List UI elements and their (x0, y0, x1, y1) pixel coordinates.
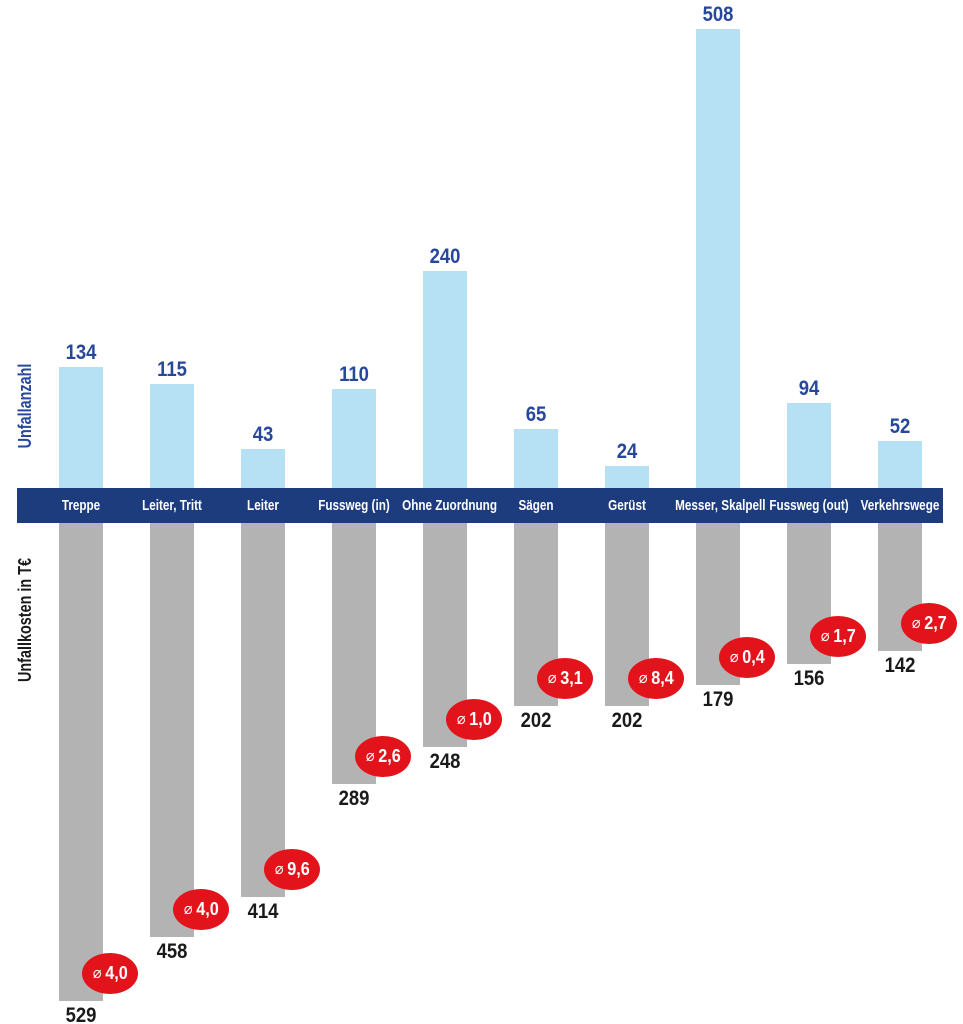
cost-value: 289 (338, 787, 370, 810)
cost-value: 202 (520, 709, 552, 732)
avg-badge: ⌀ 0,4 (719, 636, 775, 678)
avg-badge-content: ⌀ 2,6 (366, 746, 401, 767)
avg-badge: ⌀ 4,0 (82, 952, 138, 994)
category-label: Fussweg (in) (318, 497, 390, 514)
cost-value: 142 (884, 654, 916, 677)
count-bar (241, 449, 285, 488)
cost-value: 529 (65, 1004, 97, 1024)
category-label: Leiter, Tritt (142, 497, 202, 514)
avg-badge-content: ⌀ 3,1 (548, 668, 583, 689)
avg-value: 4,0 (195, 898, 219, 919)
cost-bar (150, 523, 194, 937)
count-bar (787, 403, 831, 488)
cost-value: 202 (611, 709, 643, 732)
avg-badge: ⌀ 2,7 (901, 602, 957, 644)
count-value: 52 (889, 415, 911, 438)
cost-bar (241, 523, 285, 897)
avg-badge: ⌀ 1,7 (810, 615, 866, 657)
count-bar (878, 441, 922, 488)
avg-value: 2,6 (377, 745, 401, 766)
category-label: Gerüst (608, 497, 646, 514)
count-bar (514, 429, 558, 488)
avg-badge-content: ⌀ 2,7 (912, 613, 947, 634)
avg-value: 8,4 (650, 667, 674, 688)
avg-badge: ⌀ 4,0 (173, 888, 229, 930)
cost-bar (59, 523, 103, 1001)
avg-badge-content: ⌀ 4,0 (93, 963, 128, 984)
diameter-icon: ⌀ (456, 711, 466, 728)
avg-badge: ⌀ 3,1 (537, 657, 593, 699)
count-value: 24 (616, 440, 638, 463)
avg-badge-content: ⌀ 4,0 (184, 899, 219, 920)
count-value: 134 (65, 341, 97, 364)
diameter-icon: ⌀ (274, 861, 284, 878)
count-bar (59, 367, 103, 488)
diameter-icon: ⌀ (92, 965, 102, 982)
count-bar (696, 29, 740, 488)
category-axis-band (17, 488, 943, 523)
count-value: 110 (339, 363, 369, 386)
cost-value: 248 (429, 750, 461, 773)
count-bar (332, 389, 376, 488)
count-value: 508 (702, 3, 734, 26)
avg-value: 0,4 (741, 646, 765, 667)
avg-value: 3,1 (559, 667, 583, 688)
y-axis-label-bottom: Unfallkosten in T€ (15, 557, 35, 683)
count-bar (150, 384, 194, 488)
avg-badge-content: ⌀ 9,6 (275, 859, 310, 880)
avg-badge: ⌀ 1,0 (446, 698, 502, 740)
diameter-icon: ⌀ (820, 628, 830, 645)
category-label: Ohne Zuordnung (402, 497, 497, 514)
count-bar (423, 271, 467, 488)
category-label: Fussweg (out) (769, 497, 849, 514)
y-axis-label-top: Unfallanzahl (15, 363, 35, 449)
count-value: 240 (429, 245, 461, 268)
avg-value: 9,6 (286, 858, 310, 879)
avg-value: 2,7 (923, 612, 947, 633)
diameter-icon: ⌀ (365, 748, 375, 765)
avg-badge: ⌀ 2,6 (355, 735, 411, 777)
avg-value: 1,7 (832, 625, 856, 646)
category-label: Leiter (247, 497, 279, 514)
category-label: Messer, Skalpell (675, 497, 766, 514)
count-value: 94 (798, 377, 820, 400)
avg-badge: ⌀ 8,4 (628, 657, 684, 699)
avg-badge-content: ⌀ 0,4 (730, 647, 765, 668)
count-value: 43 (252, 423, 274, 446)
avg-value: 4,0 (104, 962, 128, 983)
avg-badge: ⌀ 9,6 (264, 848, 320, 890)
avg-badge-content: ⌀ 1,7 (821, 626, 856, 647)
diameter-icon: ⌀ (547, 670, 557, 687)
avg-badge-content: ⌀ 1,0 (457, 709, 492, 730)
category-label: Treppe (61, 497, 101, 514)
cost-value: 156 (793, 667, 825, 690)
diameter-icon: ⌀ (729, 649, 739, 666)
cost-value: 179 (702, 688, 734, 711)
count-bar (605, 466, 649, 488)
count-value: 115 (157, 358, 187, 381)
avg-badge-content: ⌀ 8,4 (639, 668, 674, 689)
category-label: Verkehrswege (860, 497, 940, 514)
diameter-icon: ⌀ (638, 670, 648, 687)
category-label: Sägen (518, 497, 554, 514)
diameter-icon: ⌀ (183, 901, 193, 918)
avg-value: 1,0 (468, 708, 492, 729)
cost-value: 414 (247, 900, 279, 923)
count-value: 65 (525, 403, 547, 426)
cost-value: 458 (156, 940, 188, 963)
diameter-icon: ⌀ (911, 615, 921, 632)
